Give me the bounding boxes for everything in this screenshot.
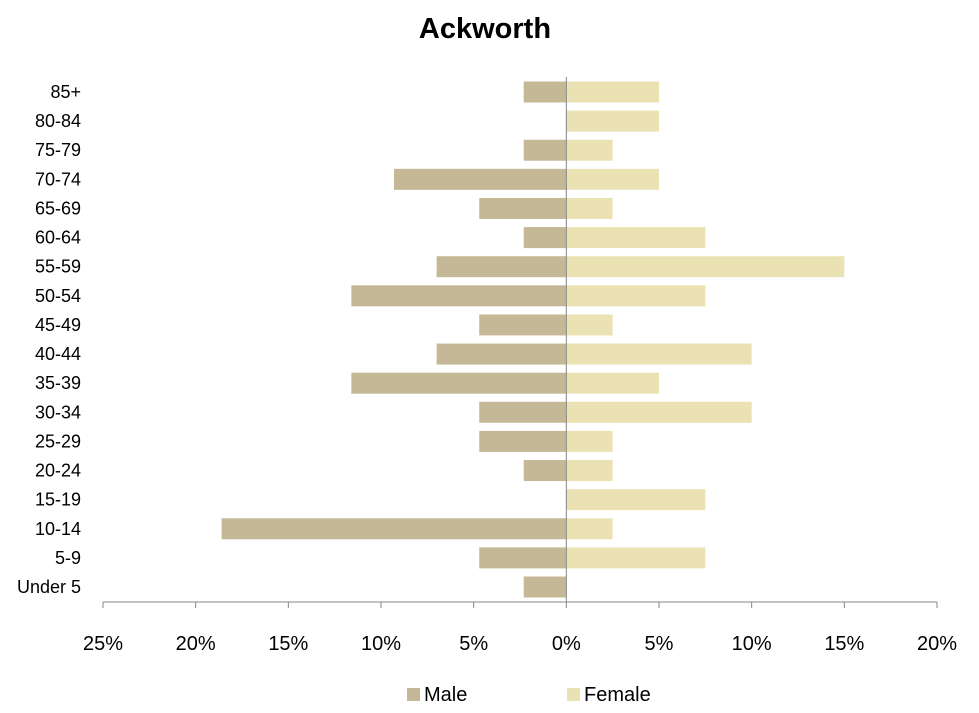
bar-male-75-79 <box>523 139 567 161</box>
bar-female-50-54 <box>566 285 706 307</box>
y-tick-label: 20-24 <box>35 461 81 481</box>
bar-female-15-19 <box>566 489 706 511</box>
y-tick-label: 15-19 <box>35 490 81 510</box>
x-tick-label: 25% <box>83 633 123 655</box>
x-tick-label: 20% <box>917 633 957 655</box>
y-tick-label: 45-49 <box>35 315 81 335</box>
y-tick-label: 60-64 <box>35 228 81 248</box>
y-axis-labels: Under 5 5-9 10-14 15-19 20-24 25-29 30-34 35-39… <box>17 82 81 597</box>
bar-female-80-84 <box>566 110 659 132</box>
x-tick-label: 15% <box>268 633 308 655</box>
bar-male-40-44 <box>436 343 567 365</box>
bar-male-5-9 <box>479 547 567 569</box>
y-tick-label: 85+ <box>50 82 81 102</box>
x-tick-label: 15% <box>824 633 864 655</box>
bar-male-45-49 <box>479 314 567 336</box>
bar-female-55-59 <box>566 256 845 278</box>
bar-female-65-69 <box>566 197 613 219</box>
bar-female-5-9 <box>566 547 706 569</box>
legend-label-female: Female <box>584 684 651 706</box>
bar-female-45-49 <box>566 314 613 336</box>
bar-female-70-74 <box>566 168 659 190</box>
bar-male-20-24 <box>523 460 567 482</box>
bar-female-40-44 <box>566 343 752 365</box>
x-axis-ticks: 25% 20% 15% 10% 5% 0% 5% 10% 15% 20% <box>83 602 957 655</box>
y-tick-label: 10-14 <box>35 519 81 539</box>
legend: Male Female <box>407 684 651 706</box>
y-tick-label: 30-34 <box>35 402 81 422</box>
x-tick-label: 5% <box>459 633 488 655</box>
legend-swatch-male <box>407 688 420 701</box>
bar-female-75-79 <box>566 139 613 161</box>
bar-male-10-14 <box>221 518 567 540</box>
legend-label-male: Male <box>424 684 467 706</box>
y-tick-label: 35-39 <box>35 373 81 393</box>
legend-swatch-female <box>567 688 580 701</box>
bar-female-35-39 <box>566 372 659 394</box>
x-tick-label: 10% <box>732 633 772 655</box>
x-tick-label: 0% <box>552 633 581 655</box>
bar-male-30-34 <box>479 401 567 423</box>
y-tick-label: 70-74 <box>35 169 81 189</box>
y-tick-label: 5-9 <box>55 548 81 568</box>
y-tick-label: 80-84 <box>35 111 81 131</box>
bar-male-25-29 <box>479 430 567 452</box>
bar-male-70-74 <box>393 168 567 190</box>
bar-female-60-64 <box>566 227 706 249</box>
chart-title: Ackworth <box>419 13 551 45</box>
y-tick-label: 50-54 <box>35 286 81 306</box>
y-tick-label: Under 5 <box>17 577 81 597</box>
y-tick-label: 25-29 <box>35 431 81 451</box>
bar-male-55-59 <box>436 256 567 278</box>
y-tick-label: 65-69 <box>35 198 81 218</box>
y-tick-label: 75-79 <box>35 140 81 160</box>
bar-male-65-69 <box>479 197 567 219</box>
bar-female-10-14 <box>566 518 613 540</box>
bar-male-85plus <box>523 81 567 103</box>
bar-male-50-54 <box>351 285 567 307</box>
bars-group <box>221 81 845 598</box>
bar-female-20-24 <box>566 460 613 482</box>
bar-male-35-39 <box>351 372 567 394</box>
x-tick-label: 10% <box>361 633 401 655</box>
bar-female-85plus <box>566 81 659 103</box>
bar-male-under-5 <box>523 576 567 598</box>
x-tick-label: 20% <box>176 633 216 655</box>
y-tick-label: 40-44 <box>35 344 81 364</box>
bar-female-30-34 <box>566 401 752 423</box>
bar-female-25-29 <box>566 430 613 452</box>
y-tick-label: 55-59 <box>35 257 81 277</box>
x-tick-label: 5% <box>645 633 674 655</box>
bar-male-60-64 <box>523 227 567 249</box>
